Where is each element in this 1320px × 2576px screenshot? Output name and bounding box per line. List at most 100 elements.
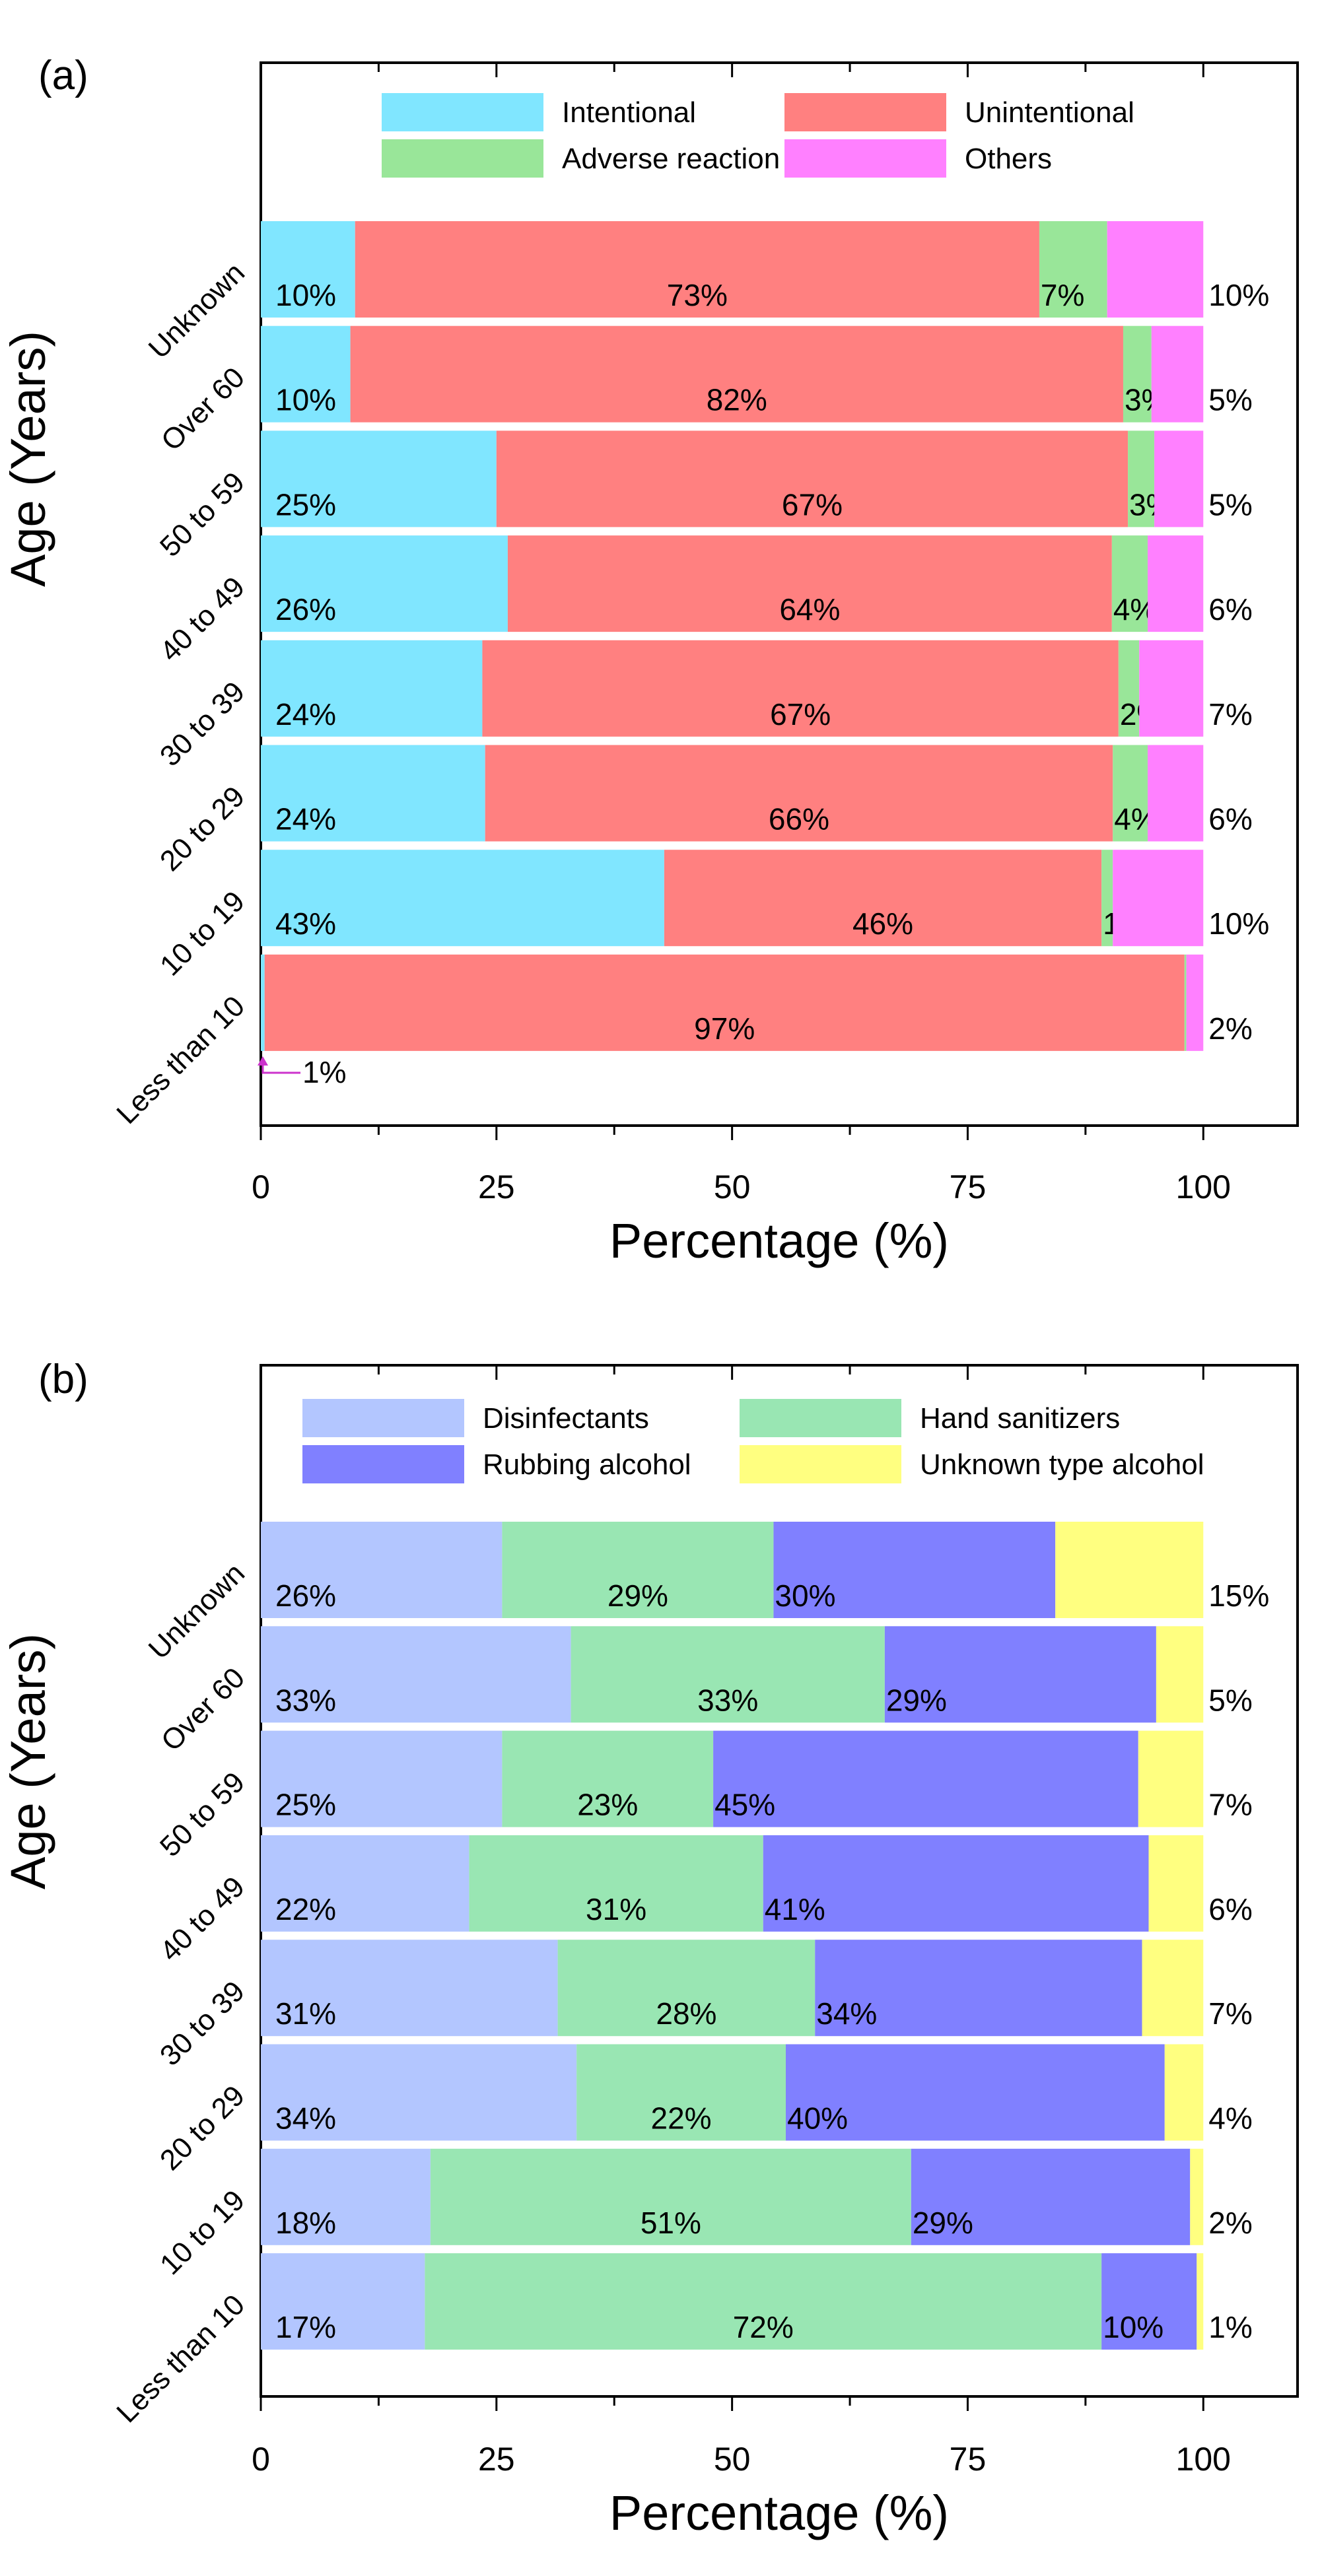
data-label-rubbing-alcohol-less-than-10: 10%	[1103, 2310, 1164, 2344]
bar-segment-disinfectants-30-to-39	[261, 1940, 558, 2037]
bar-segment-unintentional-over-60	[350, 325, 1123, 423]
chart-panel-b: (b) Disinfectants Hand sanitizers Rubbing a…	[1, 1357, 1299, 2540]
bar-segment-others-unknown	[1107, 221, 1204, 318]
data-label-others-over-60: 5%	[1208, 383, 1252, 417]
y-tick-label-over-60: Over 60	[155, 361, 251, 457]
y-axis-title: Age (Years)	[1, 1633, 55, 1889]
bar-segment-adverse-reaction-40-to-49	[1111, 535, 1148, 632]
data-label-disinfectants-less-than-10: 17%	[275, 2310, 336, 2344]
data-label-hand-sanitizers-less-than-10: 72%	[733, 2310, 794, 2344]
data-label-unintentional-30-to-39: 67%	[770, 697, 831, 731]
legend-label-disinfectants: Disinfectants	[483, 1402, 649, 1435]
data-label-unknown-type-alcohol-30-to-39: 7%	[1208, 1996, 1252, 2031]
x-tick-label: 50	[714, 1169, 751, 1205]
data-label-others-30-to-39: 7%	[1208, 697, 1252, 731]
data-label-unknown-type-alcohol-40-to-49: 6%	[1208, 1892, 1252, 1926]
data-label-disinfectants-10-to-19: 18%	[275, 2206, 336, 2240]
bar-segment-unintentional-20-to-29	[485, 745, 1113, 842]
y-tick-label-30-to-39: 30 to 39	[154, 1975, 251, 2072]
legend-label-rubbing-alcohol: Rubbing alcohol	[483, 1448, 691, 1481]
bar-segment-rubbing-alcohol-20-to-29	[785, 2044, 1165, 2141]
bar-segment-adverse-reaction-unknown	[1039, 221, 1107, 318]
bar-segment-others-30-to-39	[1139, 640, 1204, 737]
bar-segment-hand-sanitizers-unknown	[502, 1522, 774, 1618]
bar-segment-adverse-reaction-20-to-29	[1113, 745, 1148, 842]
bar-segment-intentional-50-to-59	[261, 430, 497, 527]
panel-label: (b)	[38, 1357, 88, 1402]
legend-item-unintentional: Unintentional	[784, 93, 1134, 131]
bar-segment-disinfectants-less-than-10	[261, 2253, 425, 2350]
bar-segment-unknown-type-alcohol-less-than-10	[1197, 2253, 1204, 2350]
bar-segment-rubbing-alcohol-over-60	[884, 1626, 1156, 1723]
y-tick-label-10-to-19: 10 to 19	[154, 2184, 251, 2281]
bar-segment-intentional-less-than-10	[261, 954, 265, 1051]
legend-item-unknown-type-alcohol: Unknown type alcohol	[740, 1445, 1204, 1483]
data-label-intentional-40-to-49: 26%	[275, 592, 336, 627]
y-tick-label-20-to-29: 20 to 29	[154, 780, 251, 877]
legend-swatch-unknown-type-alcohol	[740, 1445, 901, 1483]
data-label-unknown-type-alcohol-over-60: 5%	[1208, 1683, 1252, 1717]
bar-segment-rubbing-alcohol-40-to-49	[763, 1835, 1149, 1932]
data-label-hand-sanitizers-20-to-29: 22%	[651, 2101, 712, 2136]
bar-segment-hand-sanitizers-over-60	[571, 1626, 885, 1723]
y-tick-label-less-than-10: Less than 10	[110, 2289, 251, 2429]
legend-label-intentional: Intentional	[562, 96, 696, 129]
chart-panel-a: (a) Intentional Unintentional Adverse react…	[1, 53, 1299, 1268]
data-label-others-unknown: 10%	[1208, 278, 1269, 312]
data-label-intentional-30-to-39: 24%	[275, 697, 336, 731]
data-label-disinfectants-50-to-59: 25%	[275, 1788, 336, 1822]
bar-segment-unintentional-40-to-49	[507, 535, 1112, 632]
bar-segment-hand-sanitizers-40-to-49	[469, 1835, 763, 1932]
data-label-disinfectants-30-to-39: 31%	[275, 1996, 336, 2031]
data-label-rubbing-alcohol-over-60: 29%	[886, 1683, 947, 1717]
data-label-hand-sanitizers-30-to-39: 28%	[656, 1996, 716, 2031]
data-label-disinfectants-over-60: 33%	[275, 1683, 336, 1717]
legend-item-hand-sanitizers: Hand sanitizers	[740, 1399, 1120, 1437]
y-tick-label-over-60: Over 60	[155, 1662, 251, 1757]
bar-segment-hand-sanitizers-less-than-10	[425, 2253, 1102, 2350]
bar-segment-unintentional-unknown	[355, 221, 1039, 318]
bar-segment-adverse-reaction-30-to-39	[1118, 640, 1140, 737]
x-tick-label: 100	[1176, 2441, 1231, 2478]
bar-segment-others-over-60	[1151, 325, 1204, 423]
y-tick-label-unknown: Unknown	[143, 1557, 251, 1665]
bar-segment-rubbing-alcohol-unknown	[773, 1522, 1056, 1618]
bar-segment-others-50-to-59	[1154, 430, 1204, 527]
x-axis-title: Percentage (%)	[609, 2486, 949, 2540]
legend-swatch-rubbing-alcohol	[302, 1445, 464, 1483]
y-tick-label-50-to-59: 50 to 59	[154, 1766, 251, 1863]
data-label-unintentional-40-to-49: 64%	[779, 592, 840, 627]
legend-item-intentional: Intentional	[382, 93, 696, 131]
bar-segment-adverse-reaction-less-than-10	[1184, 954, 1187, 1051]
bar-segment-disinfectants-40-to-49	[261, 1835, 469, 1932]
x-tick-label: 0	[252, 2441, 270, 2478]
data-label-rubbing-alcohol-20-to-29: 40%	[787, 2101, 848, 2136]
x-tick-label: 100	[1176, 1169, 1231, 1205]
bar-segment-unknown-type-alcohol-30-to-39	[1142, 1940, 1204, 2037]
data-label-disinfectants-20-to-29: 34%	[275, 2101, 336, 2136]
y-tick-label-less-than-10: Less than 10	[110, 990, 251, 1130]
data-label-others-10-to-19: 10%	[1208, 906, 1269, 941]
bar-segment-unknown-type-alcohol-20-to-29	[1164, 2044, 1204, 2141]
bar-segment-unknown-type-alcohol-40-to-49	[1148, 1835, 1204, 1932]
bar-segment-hand-sanitizers-20-to-29	[576, 2044, 786, 2141]
legend-item-rubbing-alcohol: Rubbing alcohol	[302, 1445, 691, 1483]
data-label-others-50-to-59: 5%	[1208, 487, 1252, 522]
x-axis-title: Percentage (%)	[609, 1213, 949, 1268]
legend-label-hand-sanitizers: Hand sanitizers	[920, 1402, 1120, 1435]
bar-segment-disinfectants-50-to-59	[261, 1730, 503, 1827]
bar-segment-unknown-type-alcohol-unknown	[1055, 1522, 1204, 1618]
bar-segment-intentional-20-to-29	[261, 745, 485, 842]
bar-segment-others-20-to-29	[1148, 745, 1204, 842]
bar-segment-others-less-than-10	[1186, 954, 1204, 1051]
data-label-others-20-to-29: 6%	[1208, 802, 1252, 836]
bar-segment-rubbing-alcohol-50-to-59	[713, 1730, 1138, 1827]
bar-segment-others-10-to-19	[1113, 850, 1204, 947]
data-label-unintentional-less-than-10: 97%	[694, 1011, 755, 1046]
legend-swatch-disinfectants	[302, 1399, 464, 1437]
legend-item-adverse-reaction: Adverse reaction	[382, 139, 780, 178]
data-label-hand-sanitizers-40-to-49: 31%	[586, 1892, 646, 1926]
data-label-intentional-20-to-29: 24%	[275, 802, 336, 836]
data-label-rubbing-alcohol-40-to-49: 41%	[765, 1892, 825, 1926]
x-tick-label: 75	[950, 1169, 987, 1205]
